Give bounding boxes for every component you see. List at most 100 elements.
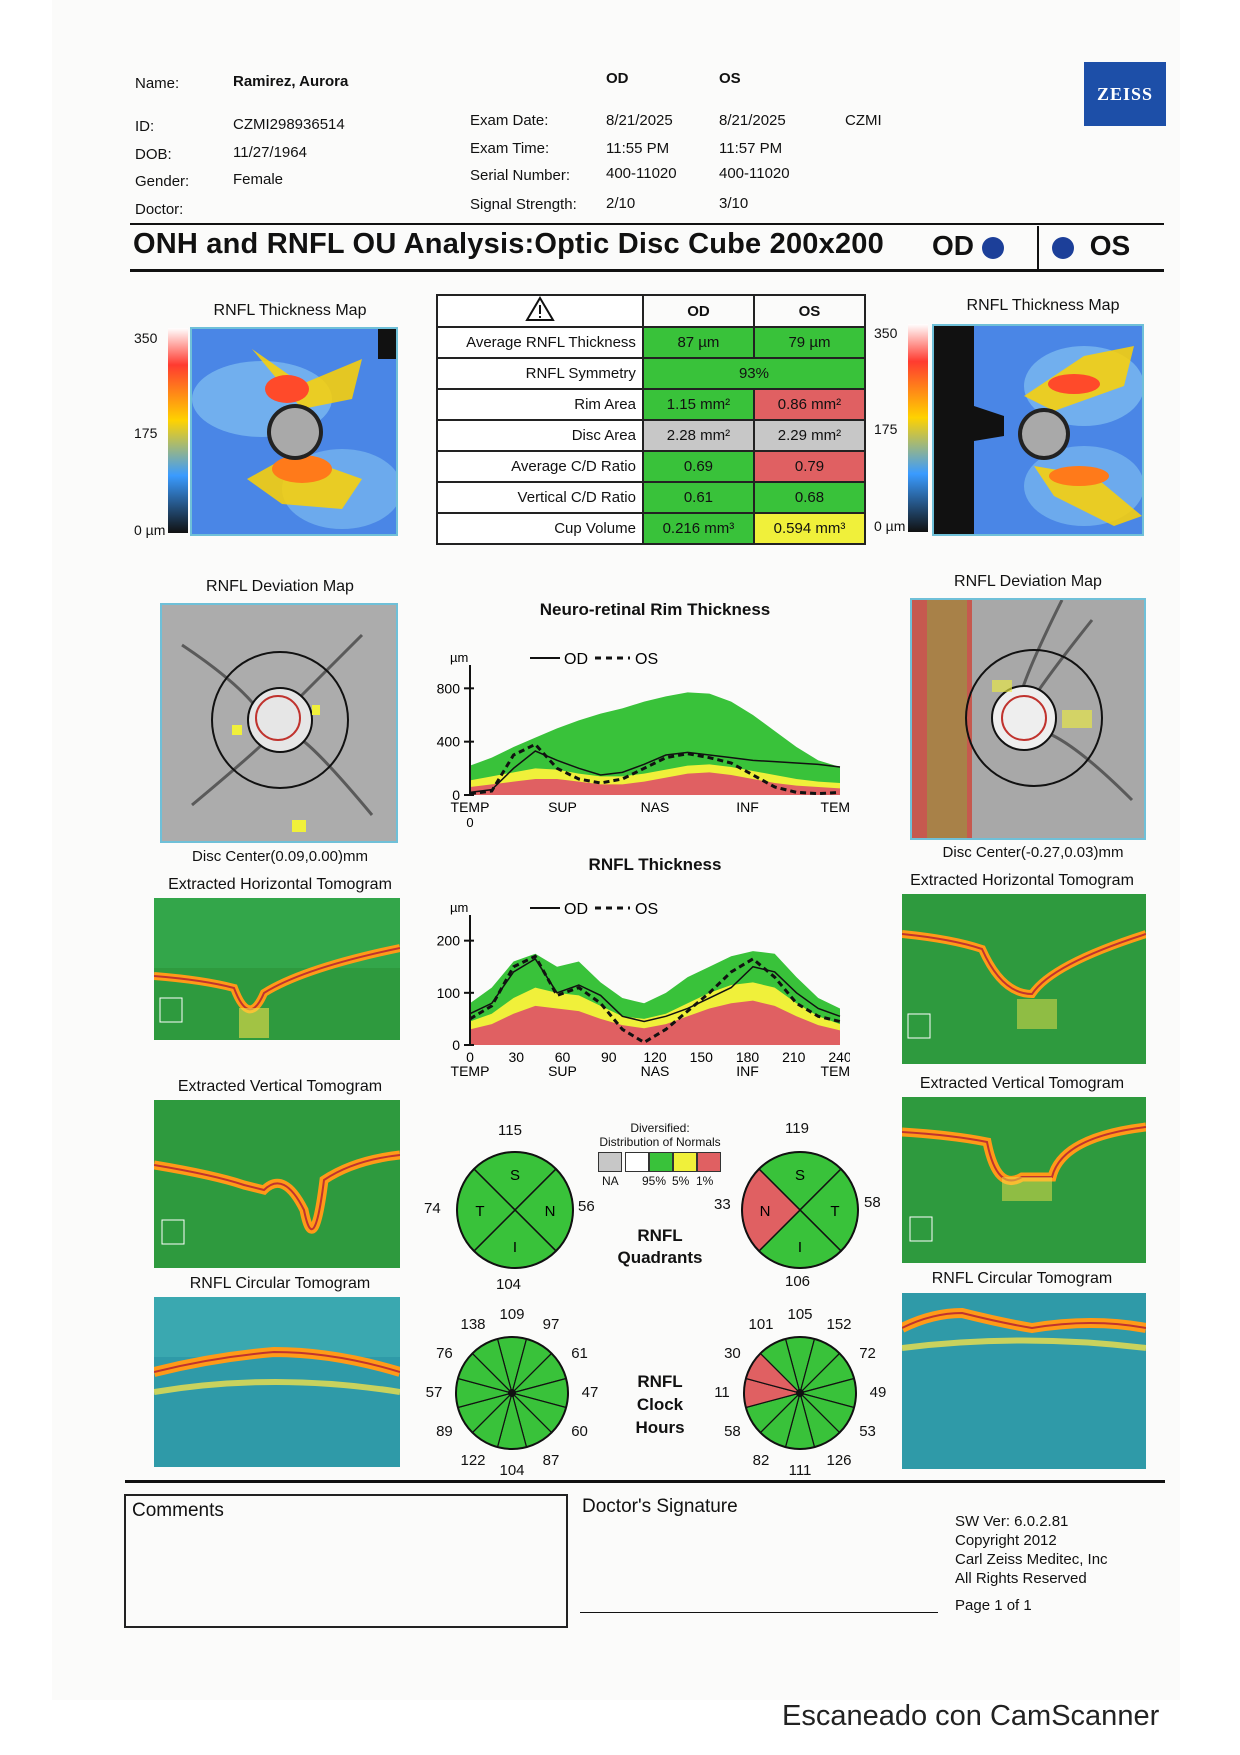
serial-os: 400-11020 <box>719 165 790 182</box>
clock-hour-value: 111 <box>788 1462 812 1479</box>
exam-date-label: Exam Date: <box>470 112 549 129</box>
x-tick-label: 210 <box>782 1049 806 1065</box>
y-tick-label: 100 <box>437 985 461 1001</box>
warning-cell <box>436 294 644 328</box>
os-scale-top: 350 <box>874 325 898 341</box>
clock-title-line1: RNFL <box>637 1372 683 1391</box>
exam-os-header: OS <box>719 70 741 87</box>
avg-cd-os: 0.79 <box>752 450 867 483</box>
serial-od: 400-11020 <box>606 165 677 182</box>
clock-hour-value: 87 <box>542 1451 560 1469</box>
os-quad-t-value: 58 <box>864 1194 881 1211</box>
clock-hour-value: 53 <box>859 1423 876 1440</box>
os-circular-tomogram <box>902 1293 1146 1469</box>
clock-hours-title: RNFL Clock Hours <box>610 1370 710 1439</box>
normals-legend-swatches <box>598 1152 721 1172</box>
x-tick-label: 120 <box>643 1049 667 1065</box>
table-header-row: OD OS <box>436 294 867 328</box>
clock-outline <box>455 1336 569 1450</box>
od-dot-icon <box>981 236 1004 259</box>
od-thickness-map <box>190 327 398 536</box>
od-quad-t-value: 74 <box>424 1200 441 1217</box>
rnfl-parameter-table: OD OS Average RNFL Thickness 87 µm 79 µm… <box>436 294 867 545</box>
clock-title-line3: Hours <box>635 1418 685 1437</box>
table-row: RNFL Symmetry 93% <box>436 357 867 390</box>
clock-title-line2: Clock <box>636 1395 684 1414</box>
legend-yellow-swatch <box>673 1152 697 1172</box>
clock-sectors <box>743 1336 857 1450</box>
signature-line[interactable] <box>580 1612 938 1613</box>
clock-hour-value: 60 <box>571 1423 588 1440</box>
rim-area-od: 1.15 mm² <box>641 388 755 421</box>
clock-hour-value: 30 <box>724 1345 741 1362</box>
x-region-label: TEMP <box>451 1063 490 1079</box>
comments-box[interactable]: Comments <box>124 1494 568 1628</box>
report-title: ONH and RNFL OU Analysis:Optic Disc Cube… <box>133 228 884 260</box>
od-deviation-map <box>160 603 398 843</box>
x-region-label: NAS <box>641 1063 670 1079</box>
doctor-label: Doctor: <box>135 201 184 218</box>
clock-hour-value: 152 <box>826 1316 852 1334</box>
legend-green-swatch <box>649 1152 673 1172</box>
od-deviation-map-image <box>162 605 396 841</box>
clock-hour-value: 49 <box>869 1384 887 1401</box>
clock-hour-value: 72 <box>859 1345 876 1362</box>
od-disc-center: Disc Center(0.09,0.00)mm <box>192 848 368 865</box>
normal-band-red <box>470 772 840 795</box>
patient-dob: 11/27/1964 <box>233 144 307 161</box>
os-thickness-map-title: RNFL Thickness Map <box>966 297 1120 314</box>
rim-area-os: 0.86 mm² <box>752 388 867 421</box>
clock-hour-value: 104 <box>499 1462 525 1479</box>
title-rule <box>130 269 1164 272</box>
x-tick-label: TEMP <box>451 799 490 815</box>
table-col-od: OD <box>641 294 755 328</box>
legend-red-swatch <box>697 1152 721 1172</box>
signal-os: 3/10 <box>719 195 749 212</box>
disc-area-od: 2.28 mm² <box>641 419 755 452</box>
x-tick-label: 150 <box>690 1049 714 1065</box>
legend-1-label: 1% <box>696 1174 714 1188</box>
od-vertical-tomogram-image <box>154 1100 400 1268</box>
os-horizontal-tomogram <box>902 894 1146 1064</box>
exam-date-od: 8/21/2025 <box>606 112 673 129</box>
clock-outline <box>743 1336 857 1450</box>
os-quad-letter-t: T <box>830 1203 839 1220</box>
avg-cd-od: 0.69 <box>641 450 755 483</box>
clock-hour-value: 82 <box>752 1451 770 1469</box>
clock-hour-value: 47 <box>581 1384 599 1401</box>
y-tick-label: 0 <box>452 787 460 803</box>
od-circular-title: RNFL Circular Tomogram <box>189 1275 371 1292</box>
clock-hour-value: 57 <box>425 1384 443 1401</box>
od-quad-letter-n: N <box>545 1203 556 1220</box>
zeiss-logo: ZEISS <box>1084 62 1166 126</box>
x-tick-label: TEMP <box>821 799 850 815</box>
patient-name: Ramirez, Aurora <box>233 73 349 90</box>
signal-label: Signal Strength: <box>470 196 577 213</box>
disc-area-os: 2.29 mm² <box>752 419 867 452</box>
quadrants-title-line2: Quadrants <box>617 1248 703 1267</box>
row-label: RNFL Symmetry <box>436 357 644 390</box>
os-scale-mid: 175 <box>874 421 898 437</box>
od-circular-tomogram <box>154 1297 400 1467</box>
x-region-label: TEMP <box>821 1063 850 1079</box>
vert-cd-od: 0.61 <box>641 481 755 514</box>
copyright: Copyright 2012 <box>955 1532 1057 1549</box>
od-quad-n-value: 56 <box>578 1198 595 1215</box>
header-rule <box>130 223 1164 225</box>
series-line-od <box>469 750 841 794</box>
x-tick-label: 0 <box>466 1049 474 1065</box>
legend-na-label: NA <box>602 1174 619 1188</box>
warning-icon <box>525 296 555 321</box>
exam-time-label: Exam Time: <box>470 140 550 157</box>
row-label: Disc Area <box>436 419 644 452</box>
table-row: Cup Volume 0.216 mm³ 0.594 mm³ <box>436 512 867 545</box>
legend-os-label: OS <box>635 651 658 668</box>
exam-od-header: OD <box>606 70 629 87</box>
clock-center <box>508 1389 516 1397</box>
x-tick-label: 30 <box>508 1049 524 1065</box>
brand-text: ZEISS <box>1096 83 1154 104</box>
exam-site: CZMI <box>845 112 882 129</box>
os-thickness-map-image <box>934 326 1142 534</box>
os-vertical-title: Extracted Vertical Tomogram <box>919 1075 1125 1092</box>
